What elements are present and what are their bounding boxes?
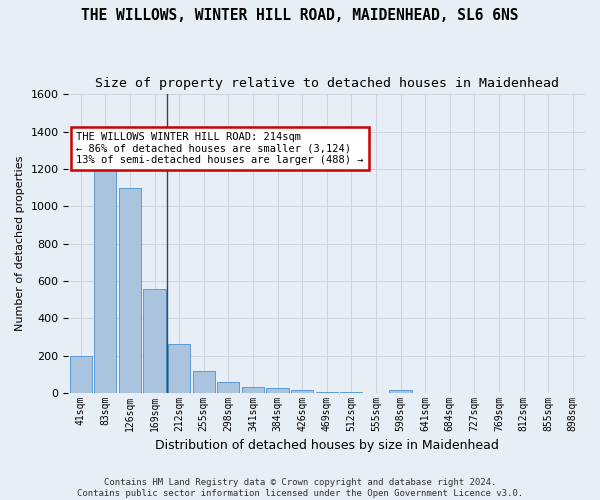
Bar	[266, 388, 289, 393]
Bar	[217, 382, 239, 393]
Bar	[193, 370, 215, 393]
X-axis label: Distribution of detached houses by size in Maidenhead: Distribution of detached houses by size …	[155, 440, 499, 452]
Bar	[291, 390, 313, 393]
Text: Contains HM Land Registry data © Crown copyright and database right 2024.
Contai: Contains HM Land Registry data © Crown c…	[77, 478, 523, 498]
Bar	[242, 386, 264, 393]
Bar	[168, 344, 190, 393]
Bar	[389, 390, 412, 393]
Bar	[340, 392, 362, 393]
Bar	[143, 288, 166, 393]
Bar	[70, 356, 92, 393]
Bar	[316, 392, 338, 393]
Text: THE WILLOWS WINTER HILL ROAD: 214sqm
← 86% of detached houses are smaller (3,124: THE WILLOWS WINTER HILL ROAD: 214sqm ← 8…	[76, 132, 364, 165]
Text: THE WILLOWS, WINTER HILL ROAD, MAIDENHEAD, SL6 6NS: THE WILLOWS, WINTER HILL ROAD, MAIDENHEA…	[81, 8, 519, 22]
Bar	[119, 188, 141, 393]
Bar	[94, 156, 116, 393]
Y-axis label: Number of detached properties: Number of detached properties	[15, 156, 25, 332]
Title: Size of property relative to detached houses in Maidenhead: Size of property relative to detached ho…	[95, 78, 559, 90]
